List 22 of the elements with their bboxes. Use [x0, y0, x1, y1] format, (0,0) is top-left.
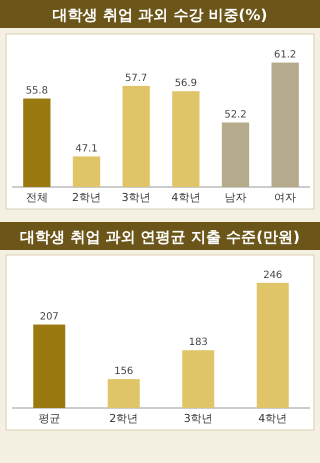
data-label: 47.1	[75, 143, 98, 154]
x-tick-label: 여자	[274, 191, 296, 204]
data-label: 52.2	[224, 109, 247, 120]
data-label: 61.2	[274, 50, 296, 61]
data-label: 183	[188, 337, 208, 348]
x-tick-label: 남자	[224, 191, 246, 204]
x-tick-label: 3학년	[122, 191, 151, 204]
data-label: 246	[263, 270, 282, 281]
data-label: 156	[114, 366, 134, 378]
x-tick-label: 평균	[38, 412, 60, 425]
data-label: 56.9	[174, 78, 197, 90]
x-tick-label: 4학년	[258, 412, 288, 425]
chart-title: 대학생 취업 과외 수강 비중(%)	[52, 6, 268, 24]
x-tick-label: 3학년	[184, 412, 213, 425]
x-tick-label: 전체	[26, 191, 48, 204]
x-tick-label: 2학년	[72, 191, 101, 204]
data-label: 55.8	[26, 86, 48, 97]
data-label: 207	[40, 312, 59, 323]
data-label: 57.7	[125, 72, 148, 84]
x-tick-label: 2학년	[109, 412, 138, 425]
x-tick-label: 4학년	[171, 191, 200, 204]
chart-title: 대학생 취업 과외 연평균 지출 수준(만원)	[20, 228, 300, 246]
